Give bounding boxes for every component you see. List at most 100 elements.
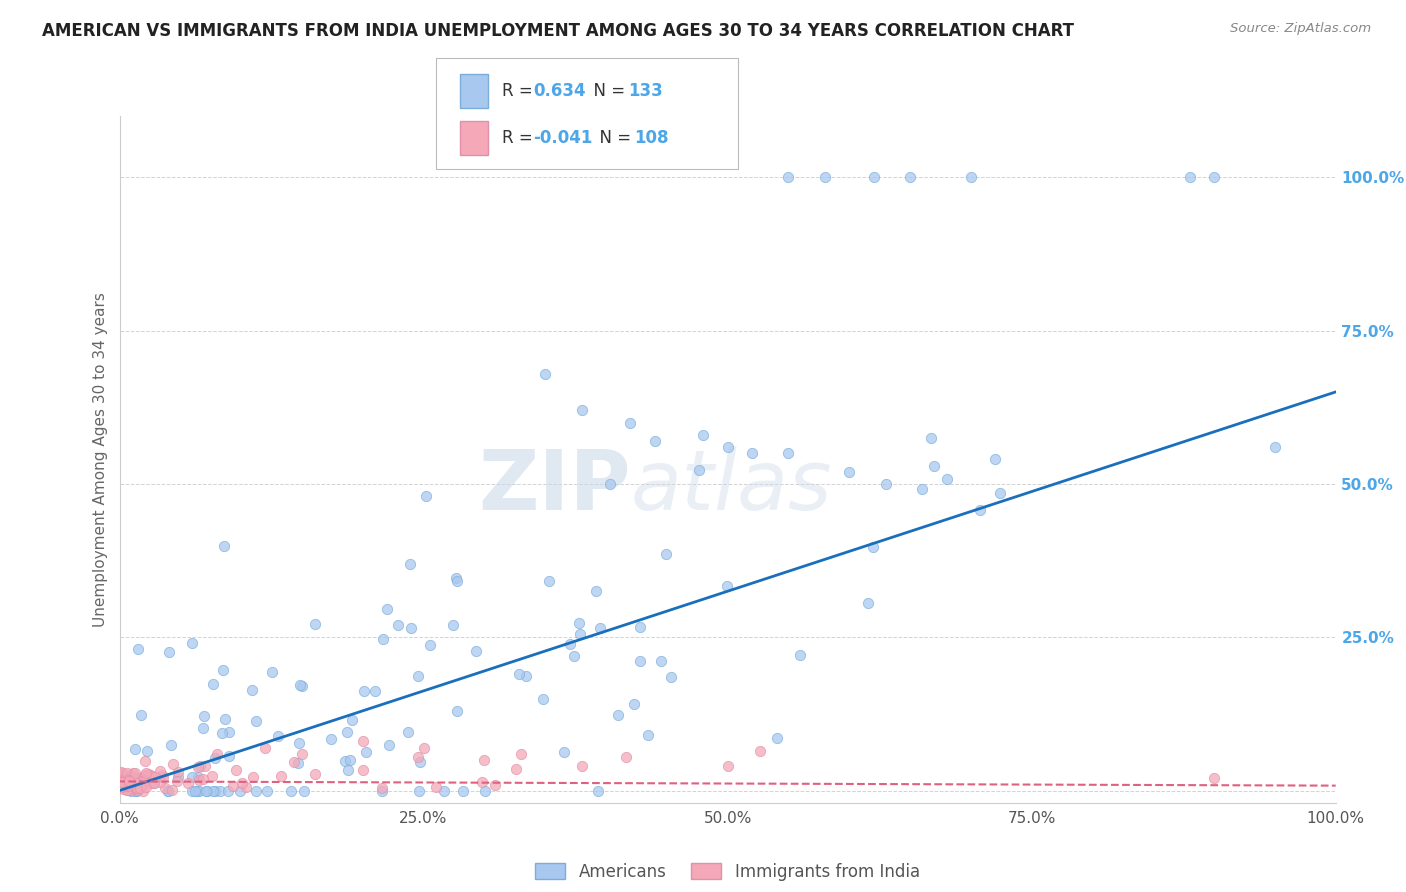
Point — [789, 648, 811, 662]
Point — [194, 783, 217, 797]
Point — [111, 780, 134, 794]
Point — [121, 775, 143, 789]
Point — [143, 776, 166, 790]
Point — [127, 782, 149, 797]
Point — [283, 755, 305, 769]
Point — [125, 780, 148, 795]
Point — [375, 601, 398, 615]
Point — [291, 747, 314, 761]
Point — [205, 747, 228, 761]
Point — [187, 759, 209, 773]
Point — [127, 642, 149, 657]
Point — [211, 726, 233, 740]
Point — [120, 770, 142, 784]
Point — [127, 779, 149, 793]
Point — [371, 780, 394, 795]
Point — [120, 775, 142, 789]
Point — [156, 783, 179, 797]
Point — [920, 432, 942, 446]
Point — [1204, 170, 1226, 185]
Point — [112, 777, 135, 791]
Point — [121, 778, 143, 792]
Point — [122, 769, 145, 783]
Point — [128, 781, 150, 796]
Point — [515, 669, 537, 683]
Point — [209, 783, 232, 797]
Point — [628, 654, 651, 668]
Point — [157, 783, 180, 797]
Point — [412, 740, 434, 755]
Point — [335, 754, 357, 768]
Point — [111, 765, 134, 780]
Point — [111, 768, 134, 782]
Point — [127, 783, 149, 797]
Point — [122, 779, 145, 793]
Point — [484, 779, 506, 793]
Point — [353, 684, 375, 698]
Point — [134, 768, 156, 782]
Point — [969, 503, 991, 517]
Point — [120, 783, 142, 797]
Point — [115, 779, 138, 793]
Point — [398, 558, 420, 572]
Point — [446, 704, 468, 718]
Point — [406, 669, 429, 683]
Point — [129, 774, 152, 789]
Point — [614, 750, 637, 764]
Point — [245, 783, 267, 797]
Point — [204, 751, 226, 765]
Point — [160, 738, 183, 752]
Point — [569, 627, 592, 641]
Point — [218, 724, 240, 739]
Point — [152, 770, 174, 784]
Point — [1178, 170, 1201, 185]
Point — [262, 665, 284, 679]
Point — [270, 768, 292, 782]
Point — [988, 486, 1011, 500]
Point — [858, 596, 880, 610]
Point — [218, 748, 240, 763]
Text: 108: 108 — [634, 129, 669, 147]
Point — [862, 170, 884, 185]
Point — [814, 170, 837, 185]
Point — [245, 714, 267, 729]
Point — [637, 728, 659, 742]
Point — [110, 775, 132, 789]
Text: Source: ZipAtlas.com: Source: ZipAtlas.com — [1230, 22, 1371, 36]
Point — [534, 367, 557, 381]
Point — [571, 759, 593, 773]
Point — [659, 670, 682, 684]
Point — [623, 698, 645, 712]
Point — [139, 776, 162, 790]
Point — [433, 783, 456, 797]
Point — [408, 783, 430, 797]
Point — [124, 783, 146, 797]
Point — [150, 768, 173, 782]
Point — [911, 482, 934, 496]
Point — [415, 489, 437, 503]
Point — [110, 780, 132, 795]
Point — [204, 783, 226, 797]
Point — [177, 776, 200, 790]
Point — [138, 768, 160, 782]
Point — [166, 774, 188, 789]
Point — [352, 764, 374, 778]
Point — [619, 416, 641, 430]
Point — [187, 773, 209, 788]
Point — [115, 765, 138, 780]
Point — [924, 458, 946, 473]
Point — [153, 781, 176, 796]
Point — [562, 649, 585, 664]
Point — [446, 571, 468, 585]
Y-axis label: Unemployment Among Ages 30 to 34 years: Unemployment Among Ages 30 to 34 years — [93, 292, 108, 627]
Point — [288, 736, 311, 750]
Point — [112, 773, 135, 788]
Point — [111, 774, 134, 789]
Point — [188, 759, 211, 773]
Point — [117, 783, 139, 797]
Text: AMERICAN VS IMMIGRANTS FROM INDIA UNEMPLOYMENT AMONG AGES 30 TO 34 YEARS CORRELA: AMERICAN VS IMMIGRANTS FROM INDIA UNEMPL… — [42, 22, 1074, 40]
Point — [688, 463, 710, 477]
Point — [936, 472, 959, 486]
Point — [568, 615, 591, 630]
Point — [471, 775, 494, 789]
